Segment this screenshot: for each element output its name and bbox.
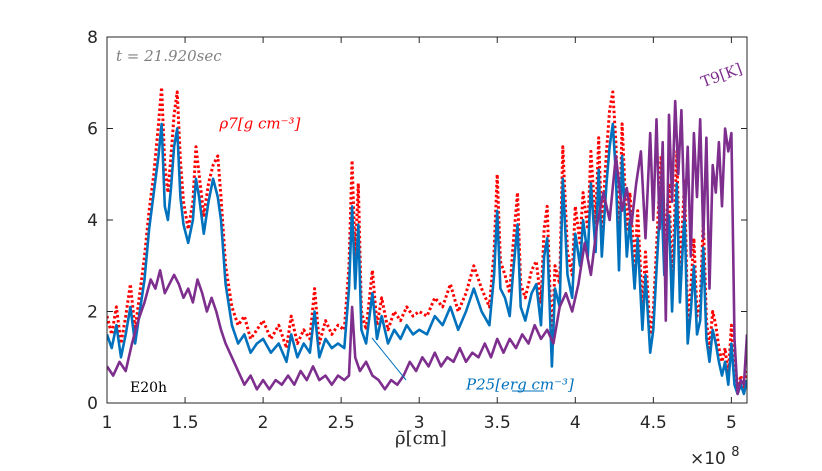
y-tick-label: 6 (87, 120, 98, 140)
x-tick-label: 3.5 (484, 413, 511, 433)
x-multiplier: ×10 8 (690, 445, 740, 469)
x-tick-label: 1 (102, 413, 113, 433)
series-line-rho7 (107, 85, 747, 391)
tick-layer: 1 1.5 2 2.5 3 3.5 4 4.5 5 0 2 4 6 8 (87, 28, 747, 433)
panel-label: E20h (130, 380, 167, 396)
x-tick-label: 4.5 (640, 413, 667, 433)
y-tick-label: 8 (87, 28, 98, 48)
series-line-T9 (107, 99, 747, 396)
x-tick-label: 2.5 (328, 413, 355, 433)
series-line-P25 (107, 122, 747, 396)
x-multiplier-exp: 8 (731, 445, 739, 460)
plot-area-bg (107, 37, 747, 403)
x-axis-label: ρ̄[cm] (395, 428, 447, 449)
x-tick-label: 3 (414, 413, 425, 433)
series-layer (107, 85, 747, 396)
y-tick-label: 0 (87, 394, 98, 414)
x-tick-label: 5 (726, 413, 737, 433)
y-tick-label: 4 (87, 211, 98, 231)
x-tick-label: 1.5 (172, 413, 199, 433)
rho-annotation: ρ7[g cm⁻³] (218, 115, 300, 133)
y-tick-label: 2 (87, 303, 98, 323)
x-tick-label: 2 (258, 413, 269, 433)
x-multiplier-base: ×10 (690, 449, 726, 469)
p25-annotation: P25[erg cm⁻³] (465, 375, 574, 393)
x-tick-label: 4 (570, 413, 581, 433)
p25-arrow (371, 337, 544, 392)
time-annotation: t = 21.920sec (116, 47, 222, 65)
